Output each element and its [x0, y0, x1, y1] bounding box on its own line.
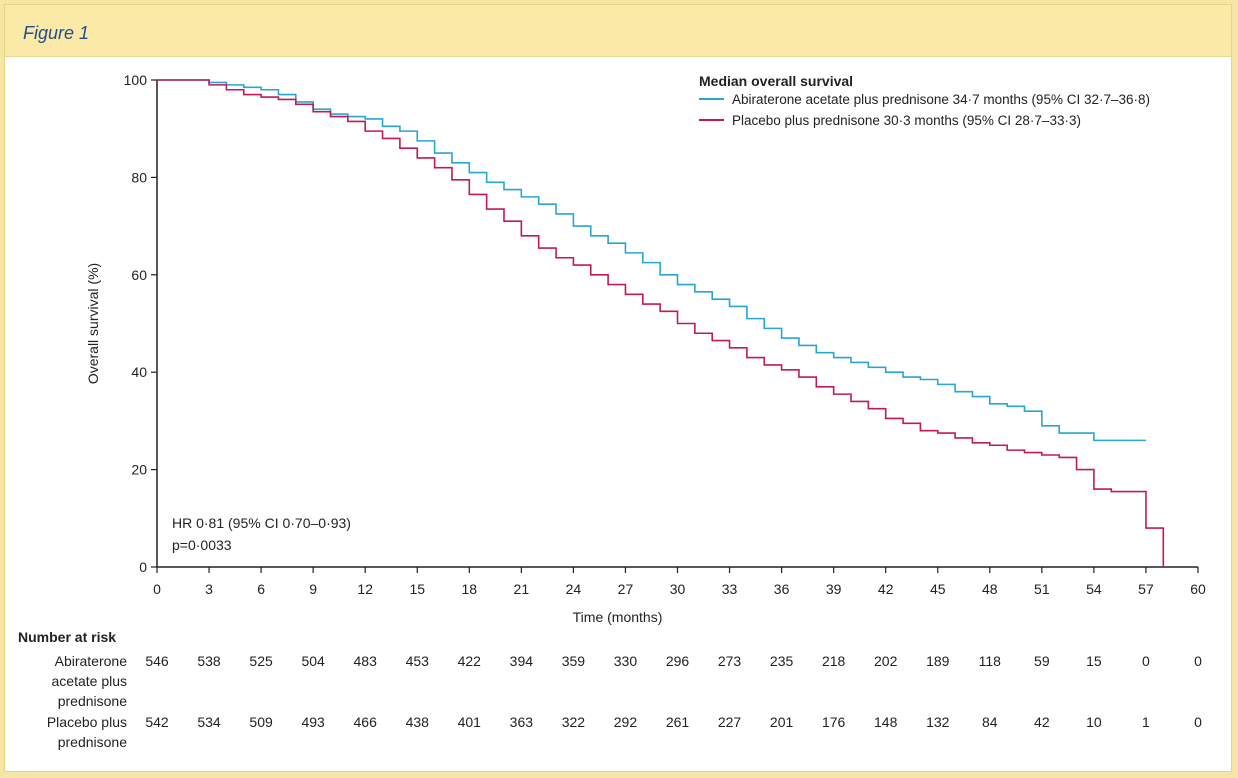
x-tick-label: 12: [357, 581, 373, 597]
figure-header: Figure 1: [5, 5, 1231, 57]
risk-cell: 422: [458, 653, 482, 669]
risk-cell: 132: [926, 714, 950, 730]
risk-cell: 401: [458, 714, 482, 730]
risk-cell: 546: [145, 653, 169, 669]
x-tick-label: 33: [722, 581, 738, 597]
series-line-abiraterone: [157, 79, 1146, 442]
x-tick-label: 54: [1086, 581, 1102, 597]
risk-cell: 483: [354, 653, 378, 669]
y-tick-label: 0: [139, 559, 147, 575]
risk-cell: 394: [510, 653, 534, 669]
risk-cell: 176: [822, 714, 846, 730]
risk-cell: 0: [1194, 714, 1202, 730]
risk-cell: 453: [406, 653, 430, 669]
risk-cell: 292: [614, 714, 638, 730]
x-tick-label: 18: [462, 581, 478, 597]
x-tick-label: 27: [618, 581, 634, 597]
risk-cell: 538: [197, 653, 221, 669]
legend-entry: Abiraterone acetate plus prednisone 34·7…: [732, 92, 1150, 107]
x-tick-label: 48: [982, 581, 998, 597]
x-tick-label: 0: [153, 581, 161, 597]
y-tick-label: 100: [124, 72, 148, 88]
risk-cell: 15: [1086, 653, 1102, 669]
x-tick-label: 42: [878, 581, 894, 597]
risk-cell: 0: [1194, 653, 1202, 669]
x-tick-label: 24: [566, 581, 582, 597]
p-value-label: p=0·0033: [172, 537, 232, 553]
x-tick-label: 30: [670, 581, 686, 597]
risk-cell: 493: [301, 714, 325, 730]
risk-cell: 118: [979, 653, 1002, 669]
risk-cell: 542: [145, 714, 169, 730]
hazard-ratio-label: HR 0·81 (95% CI 0·70–0·93): [172, 515, 351, 531]
risk-cell: 59: [1034, 653, 1050, 669]
figure-title: Figure 1: [23, 23, 90, 43]
x-axis-label: Time (months): [573, 609, 663, 625]
risk-cell: 202: [874, 653, 898, 669]
risk-cell: 504: [301, 653, 325, 669]
risk-row-label: prednisone: [58, 734, 127, 750]
y-tick-label: 20: [131, 462, 147, 478]
x-tick-label: 45: [930, 581, 946, 597]
risk-cell: 525: [249, 653, 273, 669]
x-tick-label: 60: [1190, 581, 1206, 597]
risk-cell: 534: [197, 714, 221, 730]
risk-cell: 273: [718, 653, 742, 669]
risk-row-label: Placebo plus: [47, 714, 127, 730]
series-line-placebo: [157, 79, 1165, 567]
x-tick-label: 6: [257, 581, 265, 597]
x-tick-label: 21: [514, 581, 530, 597]
risk-cell: 84: [982, 714, 998, 730]
risk-cell: 0: [1142, 653, 1150, 669]
risk-cell: 359: [562, 653, 586, 669]
risk-cell: 227: [718, 714, 742, 730]
risk-cell: 218: [822, 653, 846, 669]
risk-cell: 10: [1086, 714, 1102, 730]
x-tick-label: 3: [205, 581, 213, 597]
risk-table-title: Number at risk: [18, 629, 116, 645]
risk-cell: 1: [1142, 714, 1150, 730]
risk-cell: 466: [354, 714, 378, 730]
x-tick-label: 57: [1138, 581, 1154, 597]
risk-cell: 438: [406, 714, 430, 730]
legend-title: Median overall survival: [699, 73, 853, 89]
x-tick-label: 51: [1034, 581, 1050, 597]
risk-cell: 235: [770, 653, 794, 669]
x-tick-label: 9: [309, 581, 317, 597]
risk-cell: 189: [926, 653, 950, 669]
legend-entry: Placebo plus prednisone 30·3 months (95%…: [732, 113, 1081, 128]
y-tick-label: 40: [131, 364, 147, 380]
x-tick-label: 39: [826, 581, 842, 597]
risk-row-label: Abiraterone: [55, 653, 128, 669]
risk-row-label: acetate plus: [52, 673, 128, 689]
risk-row-label: prednisone: [58, 693, 127, 709]
x-tick-label: 15: [409, 581, 425, 597]
risk-cell: 201: [770, 714, 794, 730]
figure-frame: Figure 1: [4, 4, 1232, 772]
risk-cell: 261: [666, 714, 690, 730]
x-tick-label: 36: [774, 581, 790, 597]
y-axis-label: Overall survival (%): [85, 263, 101, 384]
y-tick-label: 80: [131, 169, 147, 185]
risk-cell: 363: [510, 714, 534, 730]
y-tick-label: 60: [131, 267, 147, 283]
risk-cell: 322: [562, 714, 586, 730]
risk-cell: 296: [666, 653, 690, 669]
risk-cell: 148: [874, 714, 898, 730]
risk-cell: 509: [249, 714, 273, 730]
risk-cell: 42: [1034, 714, 1050, 730]
risk-cell: 330: [614, 653, 638, 669]
